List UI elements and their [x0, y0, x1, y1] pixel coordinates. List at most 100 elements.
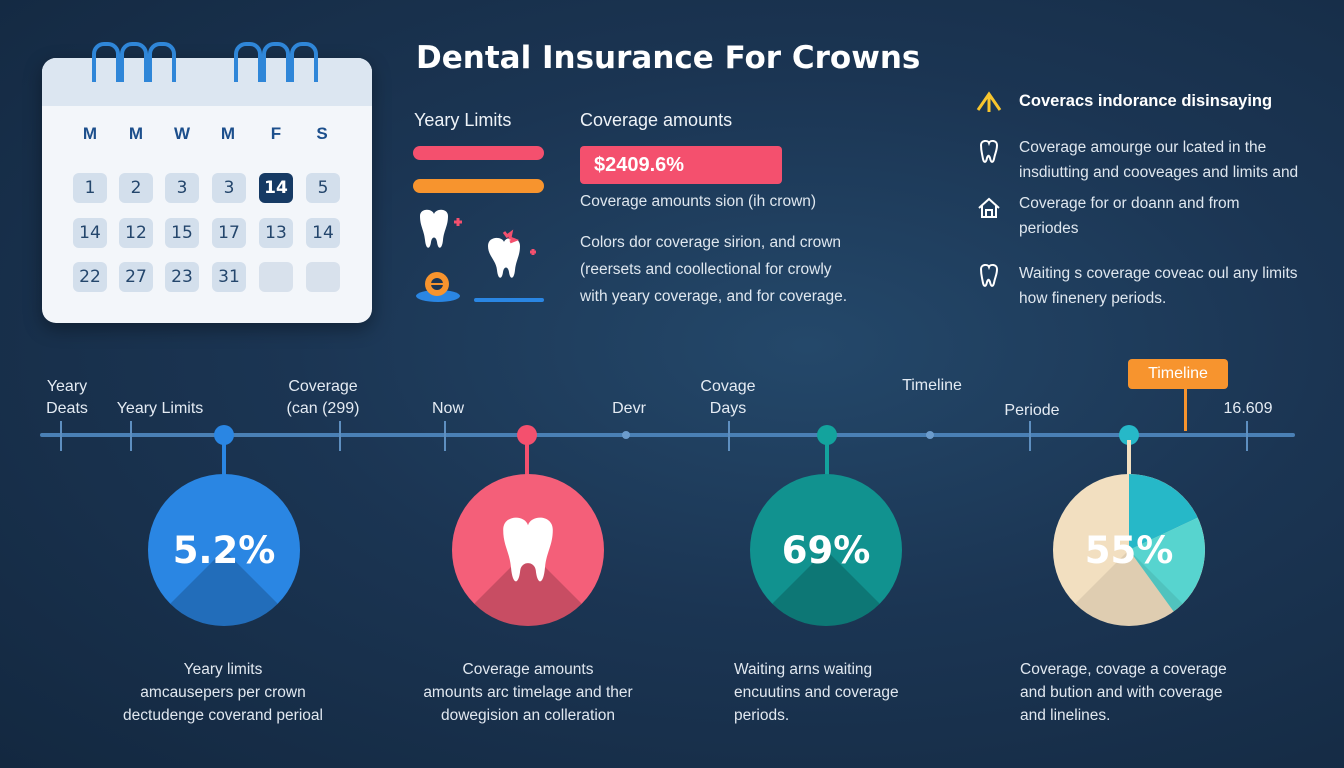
stat-circle-yearly-limits: 5.2% — [148, 474, 300, 626]
pie-slice — [1129, 474, 1198, 550]
calendar-day[interactable]: 15 — [165, 218, 199, 248]
timeline-node[interactable] — [517, 425, 537, 445]
timeline-stem — [525, 440, 529, 478]
timeline-label: Timeline — [902, 377, 962, 394]
tooth-icon — [420, 209, 462, 248]
stat-circle-coverage — [452, 474, 604, 626]
timeline-tick — [339, 421, 341, 451]
calendar-day[interactable]: 14 — [306, 218, 340, 248]
timeline-label: Now — [431, 400, 464, 417]
stat-caption: Waiting arns waiting encuutins and cover… — [716, 658, 954, 727]
calendar-day[interactable]: 31 — [212, 262, 246, 292]
binder-ring — [290, 42, 318, 82]
coverage-paragraph-line: Colors dor coverage sirion, and crown — [580, 234, 842, 251]
weekday-label: M — [82, 124, 98, 143]
calendar-day-empty — [259, 262, 293, 292]
stat-value: 55% — [1084, 528, 1174, 572]
binder-ring — [120, 42, 148, 82]
pie-slice — [1129, 517, 1205, 612]
right-panel-item-line: Waiting s coverage coveac oul any limits — [1019, 265, 1298, 282]
calendar-day[interactable]: 5 — [306, 173, 340, 203]
weekday-label: M — [128, 124, 144, 143]
tooth-outline-icon — [979, 139, 999, 163]
tooth-sparkle-icon — [488, 229, 536, 278]
right-panel-item: Waiting s coverage coveac oul any limits… — [1019, 261, 1298, 311]
stat-caption: Coverage, covage a coverage and bution a… — [1020, 658, 1290, 727]
stat-caption-line: amounts arc timelage and ther — [423, 684, 633, 701]
tooth-icon — [503, 517, 553, 582]
calendar-day-empty — [306, 262, 340, 292]
calendar-day[interactable]: 3 — [212, 173, 246, 203]
calendar-day-selected[interactable]: 14 — [259, 173, 293, 203]
stat-caption-line: amcausepers per crown — [140, 684, 306, 701]
limit-bar-orange — [413, 179, 544, 193]
stat-value: 69% — [781, 528, 871, 572]
timeline-label: Yeary Limits — [116, 400, 204, 417]
right-panel-item: Coverage for or doann and from periodes — [1019, 191, 1240, 241]
yearly-limits-heading: Yeary Limits — [414, 110, 512, 130]
binder-ring — [234, 42, 262, 82]
calendar-day[interactable]: 1 — [73, 173, 107, 203]
divider-line — [474, 298, 544, 302]
stat-caption-line: dowegision an colleration — [440, 707, 616, 724]
weekday-label: W — [173, 124, 191, 143]
timeline-tick — [1246, 421, 1248, 451]
stat-caption-line: dectudenge coverand perioal — [123, 707, 323, 724]
timeline-line — [40, 433, 1295, 437]
calendar-day[interactable]: 3 — [165, 173, 199, 203]
binder-ring — [148, 42, 176, 82]
calendar-day[interactable]: 13 — [259, 218, 293, 248]
timeline-dot — [622, 431, 630, 439]
stat-caption-line: and linelines. — [1020, 707, 1111, 724]
calendar-day[interactable]: 17 — [212, 218, 246, 248]
timeline-label: Periode — [1004, 402, 1060, 419]
right-panel-item: Coverage amourge our lcated in the insdi… — [1019, 135, 1298, 185]
stat-caption: Yeary limits amcausepers per crown dectu… — [88, 658, 358, 727]
coverage-paragraph: Colors dor coverage sirion, and crown (r… — [580, 229, 847, 310]
timeline-stem — [1127, 440, 1131, 478]
arrow-up-icon — [976, 91, 1002, 112]
coins-icon — [416, 272, 460, 302]
coverage-heading: Coverage amounts — [580, 110, 733, 130]
calendar: M M W M F S 1 2 3 3 14 5 14 12 15 17 13 … — [42, 42, 372, 323]
stat-value: 5.2% — [172, 528, 276, 572]
stat-circle-coverage-pie: 55% — [1053, 474, 1205, 626]
timeline-stem — [825, 440, 829, 478]
timeline-tick — [130, 421, 132, 451]
coverage-paragraph-line: with yeary coverage, and for coverage. — [580, 288, 848, 305]
timeline-dot — [926, 431, 934, 439]
timeline-tick — [60, 421, 62, 451]
pie-chart — [1129, 474, 1205, 612]
timeline-tick — [728, 421, 730, 451]
coverage-amount-badge: $2409.6% — [580, 146, 782, 184]
calendar-day[interactable]: 12 — [119, 218, 153, 248]
timeline-node[interactable] — [214, 425, 234, 445]
binder-ring — [262, 42, 290, 82]
hand-home-icon — [978, 197, 1000, 218]
right-panel-item-line: Coverage amourge our lcated in the — [1019, 139, 1267, 156]
stat-caption-line: periods. — [734, 707, 790, 724]
timeline-tick — [1029, 421, 1031, 451]
calendar-day[interactable]: 2 — [119, 173, 153, 203]
calendar-day[interactable]: 23 — [165, 262, 199, 292]
stat-caption-line: encuutins and coverage — [734, 684, 899, 701]
stat-caption-line: Waiting arns waiting — [734, 661, 873, 678]
timeline-label: Coverage (can (299) — [286, 378, 360, 417]
timeline-node[interactable] — [817, 425, 837, 445]
timeline-label: 16.609 — [1223, 400, 1273, 417]
right-panel-item-line: Coverage for or doann and from — [1019, 195, 1240, 212]
tooth-icon — [979, 263, 999, 287]
timeline-tick — [444, 421, 446, 451]
right-panel-item-line: insdiutting and cooveages and limits and — [1019, 164, 1299, 181]
stat-caption-line: Coverage amounts — [462, 661, 594, 678]
binder-ring — [92, 42, 120, 82]
calendar-day[interactable]: 27 — [119, 262, 153, 292]
coverage-paragraph-line: (reersets and coollectional for crowly — [580, 261, 832, 278]
stat-caption-line: and bution and with coverage — [1020, 684, 1223, 701]
calendar-day[interactable]: 22 — [73, 262, 107, 292]
timeline-tag: Timeline — [1128, 359, 1228, 389]
stat-caption: Coverage amounts amounts arc timelage an… — [396, 658, 660, 727]
timeline-node[interactable] — [1119, 425, 1139, 445]
timeline-tag-pointer — [1184, 389, 1187, 431]
calendar-day[interactable]: 14 — [73, 218, 107, 248]
